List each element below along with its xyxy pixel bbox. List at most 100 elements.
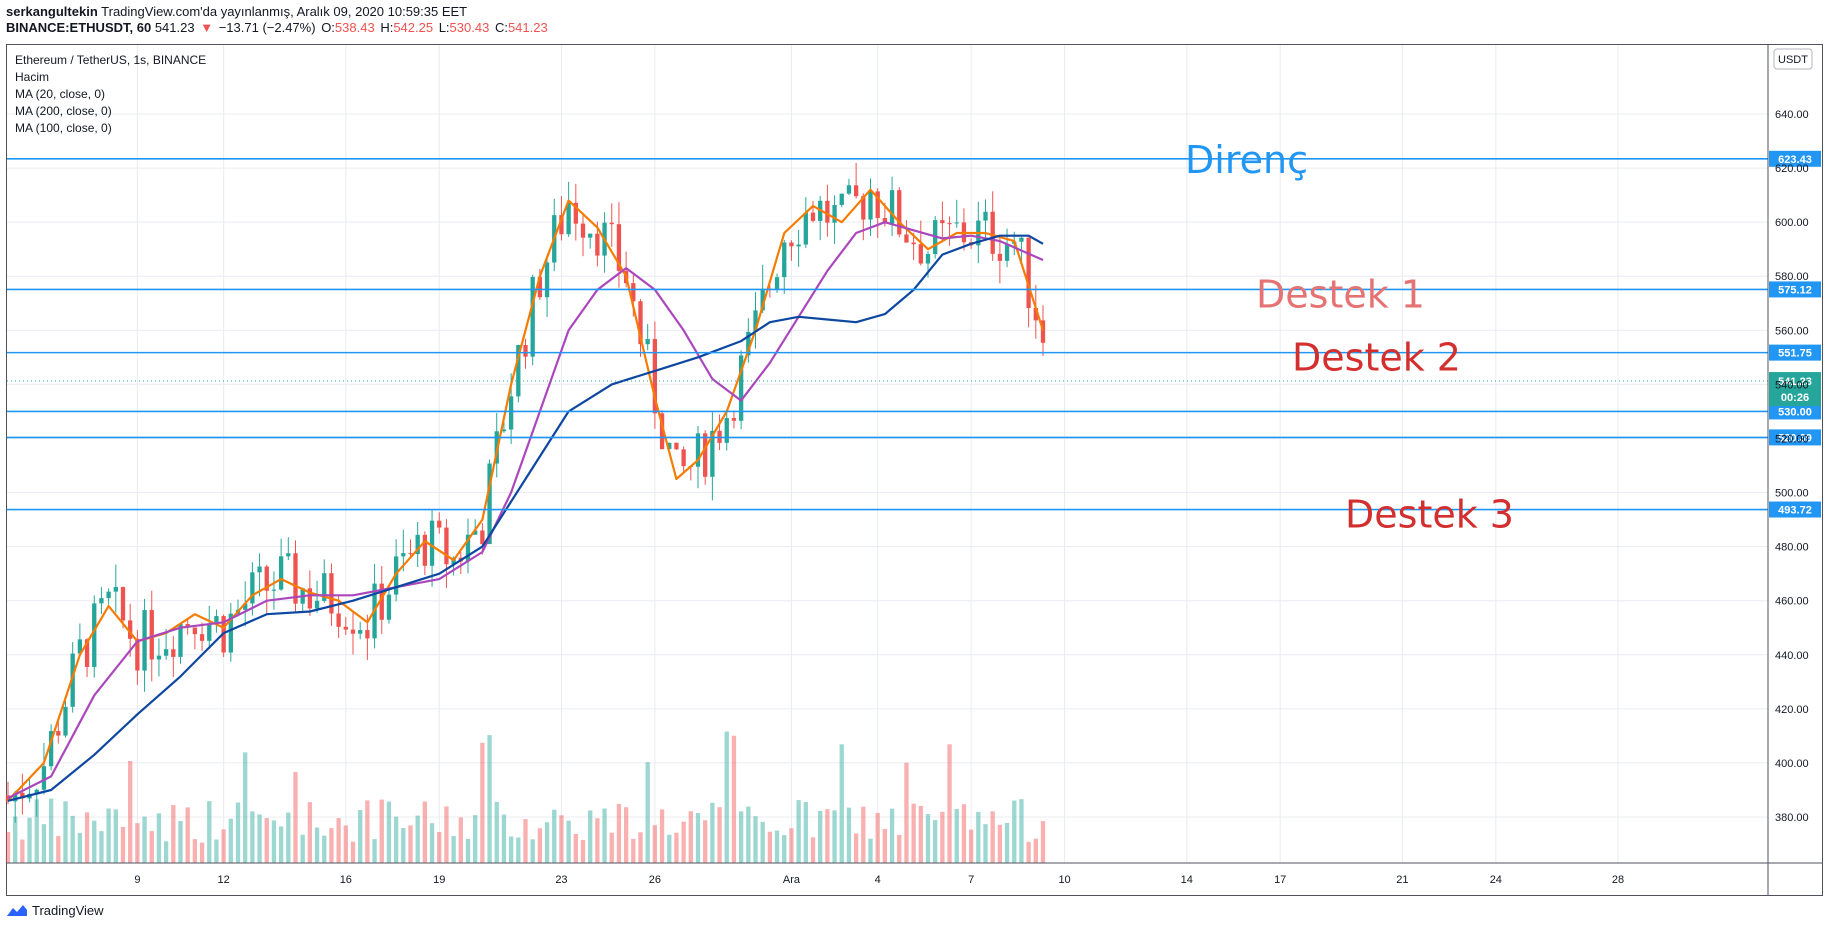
legend-ma200[interactable]: MA (200, close, 0) [15,104,112,118]
level-annotation: Destek 1 [1256,272,1425,316]
volume-bar [120,826,126,863]
volume-bar [544,822,550,863]
volume-bar [997,824,1003,863]
volume-bar [243,752,248,863]
down-arrow-icon: ▼ [200,20,214,35]
volume-bar [623,807,629,863]
candle-body [659,413,665,450]
axes[interactable]: 640.00 620.00 600.00 580.00 560.00 540.00 520.… [7,45,1822,895]
candle-body [523,345,528,357]
annotations: Direnç Destek 1 Destek 2 Destek 3 [1185,138,1514,537]
candle-body [595,233,600,256]
candle-body [861,196,866,220]
candle-body [681,449,686,467]
candle-body [645,339,650,345]
candle-body [41,766,47,790]
candle-body [559,215,564,235]
volume-bar [638,832,643,863]
candle-body [329,573,334,614]
volume-bar [465,838,471,863]
footer-brand[interactable]: TradingView [32,902,104,918]
price-tick-label: 420.00 [1775,704,1809,716]
candle-body [128,620,133,639]
volume-bar [983,824,988,863]
volume-bar [41,824,47,863]
candle-body [530,276,535,357]
price-tick-label: 520.00 [1775,433,1809,445]
volume-bar [889,808,895,863]
volume-bar [171,805,176,863]
time-tick-label: Ara [783,874,801,886]
candle-body [731,418,737,421]
legend-title[interactable]: Ethereum / TetherUS, 1s, BINANCE [15,53,207,67]
tradingview-logo-icon[interactable] [6,902,28,918]
time-tick-label: 21 [1396,874,1408,886]
volume-bar [710,802,715,863]
volume-bar [961,804,967,863]
volume-bar [13,816,18,863]
volume-bar [401,827,406,863]
chart-legend: Ethereum / TetherUS, 1s, BINANCE Hacim M… [15,52,206,137]
high-value: 542.25 [393,20,434,35]
candle-body [473,530,478,535]
volume-bar [832,810,837,863]
author-name[interactable]: serkangultekin [6,4,98,19]
volume-bar [458,817,463,863]
time-tick-label: 10 [1058,874,1070,886]
candle-body [48,731,54,767]
volume-bar [379,799,384,863]
legend-volume[interactable]: Hacim [15,70,50,84]
volume-bar [882,829,888,863]
volume-bar [753,816,758,863]
volume-bar [372,839,377,863]
ma-line [7,188,1045,802]
volume-bar [264,818,269,863]
candle-body [703,433,708,477]
candle-body [444,527,449,565]
time-tick-label: 24 [1490,874,1502,886]
time-tick-label: 28 [1612,874,1624,886]
candle-body [422,534,428,566]
candle-body [580,223,586,238]
volume-bar [473,815,478,863]
time-tick-label: 19 [433,874,445,886]
candle-body [918,244,923,264]
volume-bar [818,810,823,863]
legend-ma100[interactable]: MA (100, close, 0) [15,121,112,135]
candle-body [343,626,348,630]
volume-bar [782,835,787,863]
currency-badge [1773,48,1813,70]
chart-header: serkangultekin TradingView.com'da yayınl… [6,4,1816,36]
candle-body [588,233,593,238]
volume-bar [947,744,952,863]
candle-body [846,185,852,194]
volume-bar [429,823,435,863]
candle-body [92,603,97,667]
level-lines: 623.43 575.12 551.75 530.00 520.39 493.72 541.… [7,150,1821,518]
volume-bar [293,772,298,863]
volume-bar [731,735,737,863]
legend-ma20[interactable]: MA (20, close, 0) [15,87,106,101]
volume-bar [221,829,226,863]
candle-body [99,598,104,604]
chart-frame[interactable] [6,44,1823,896]
high-label: H: [380,20,394,35]
volume-bar [810,837,816,863]
candle-body [638,301,643,345]
volume-bar [659,809,665,863]
candle-body [983,211,988,221]
candle-body [214,616,219,624]
volume-bar [746,806,751,863]
candle-body [810,212,816,221]
volume-bar [954,809,959,863]
volume-bar [386,801,392,863]
candle-body [113,587,118,592]
volume-bar [904,762,909,863]
candle-body [875,191,880,219]
candle-body [135,638,140,671]
candle-body [13,792,18,802]
volume-bar [645,762,650,863]
candle-body [753,310,758,332]
candle-body [695,433,701,467]
